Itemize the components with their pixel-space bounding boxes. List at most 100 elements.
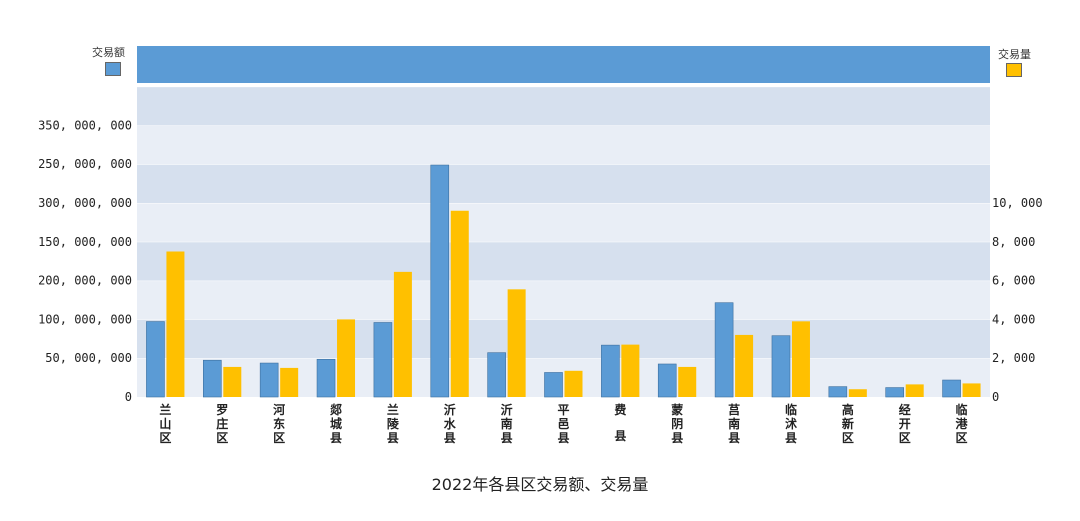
bar-volume [735,334,754,397]
right-axis-tick-label: 2, 000 [992,351,1035,365]
category-label: 陵 [387,416,400,431]
category-label: 郯 [329,403,342,417]
bar-amount [771,335,791,398]
bar-amount [657,363,677,398]
category-label: 南 [728,416,740,431]
bar-amount [942,379,961,398]
bar-volume [962,383,981,397]
category-label: 平 [557,403,569,417]
category-label: 沂 [501,402,513,417]
bar-volume [450,210,469,397]
bar-volume [507,289,526,397]
legend-label-volume: 交易量 [998,48,1031,61]
bar-volume [166,251,185,397]
category-label: 新 [842,416,854,431]
left-axis-tick-label: 200, 000, 000 [38,274,132,288]
category-label: 县 [785,431,797,445]
bar-amount [885,387,905,398]
legend-label-amount: 交易额 [92,46,125,59]
grid-band [137,241,990,281]
bar-amount [828,386,848,398]
left-axis-tick-label: 250, 000, 000 [38,157,132,171]
bar-amount [714,302,734,398]
category-label: 罗 [216,402,228,417]
grid-band [137,164,990,203]
chart-title: 2022年各县区交易额、交易量 [431,475,649,494]
category-label: 邑 [557,417,569,431]
category-label: 河 [272,402,285,417]
header-band [137,46,990,83]
grid-band [137,125,990,165]
category-label: 蒙 [671,402,683,417]
bar-volume [905,384,924,397]
left-axis-tick-label: 300, 000, 000 [38,196,132,210]
category-label: 区 [159,431,171,445]
grid-band [137,358,990,397]
bar-volume [223,366,242,397]
left-axis-tick-label: 50, 000, 000 [45,351,132,365]
category-label: 县 [501,431,513,445]
category-label: 区 [273,431,285,445]
category-label: 兰 [387,402,399,417]
category-label: 山 [159,416,171,431]
legend-swatch-amount [105,62,121,76]
category-label: 兰 [159,402,171,417]
right-axis-tick-label: 6, 000 [992,274,1035,288]
bar-volume [848,389,867,397]
bar-amount [430,164,450,398]
category-label: 县 [387,431,399,445]
bar-volume [393,271,412,397]
right-axis-tick-label: 10, 000 [992,196,1043,210]
legend-swatch-volume [1006,63,1022,77]
category-label: 县 [330,431,342,445]
category-label: 莒 [728,402,740,417]
category-label: 临 [956,402,968,417]
bar-amount [544,372,563,398]
category-label: 沭 [785,416,797,431]
category-label: 经 [899,402,911,417]
bar-amount [146,321,165,398]
bar-volume [678,366,697,397]
category-label: 区 [899,431,911,445]
bar-amount [487,352,506,398]
category-label: 沂 [444,402,456,417]
bar-volume [621,344,640,397]
category-label: 县 [671,431,683,445]
right-axis-tick-label: 4, 000 [992,312,1035,326]
left-axis-tick-label: 0 [125,390,132,404]
category-label: 水 [444,416,457,431]
category-label: 区 [216,431,228,445]
grid-band [137,319,990,359]
category-label: 庄 [216,416,228,431]
category-label: 城 [330,416,342,431]
category-label: 县 [728,431,740,445]
category-label: 南 [501,416,513,431]
bar-volume [280,367,299,397]
left-axis-tick-label: 150, 000, 000 [38,235,132,249]
category-label: 阴 [671,416,683,431]
bar-amount [203,359,222,398]
category-label: 临 [785,402,797,417]
category-label: 东 [273,416,285,431]
category-label: 开 [899,417,911,431]
category-label: 高 [842,402,854,417]
category-label: 区 [956,431,968,445]
category-label: 区 [842,431,854,445]
grid-band [137,86,990,126]
right-axis-tick-label: 8, 000 [992,235,1035,249]
bar-volume [791,321,810,397]
bar-amount [373,322,393,398]
bar-amount [316,358,336,398]
category-label: 费 [614,402,626,417]
left-axis-tick-label: 100, 000, 000 [38,312,132,326]
left-axis-tick-label: 350, 000, 000 [38,118,132,132]
category-label: 县 [614,429,626,443]
grid-band [137,203,990,242]
bar-volume [564,370,583,397]
category-label: 港 [956,416,969,431]
category-label: 县 [444,431,456,445]
bar-volume [337,319,356,397]
bar-amount [601,344,620,398]
bar-amount [259,362,279,398]
